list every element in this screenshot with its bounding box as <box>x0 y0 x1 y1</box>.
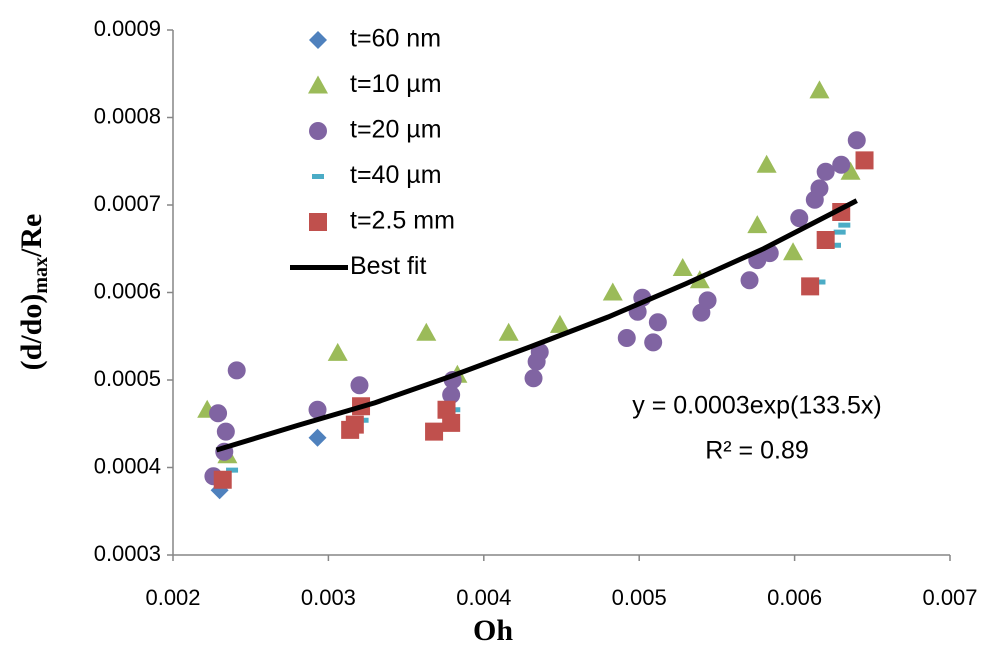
legend-swatch <box>309 213 327 231</box>
legend-label: Best fit <box>350 252 426 280</box>
point <box>783 242 804 261</box>
point <box>855 151 874 170</box>
point <box>227 361 246 380</box>
x-tick-label: 0.003 <box>301 585 356 610</box>
x-tick-label: 0.002 <box>145 585 200 610</box>
r-squared: R² = 0.89 <box>705 437 809 465</box>
fit-line <box>215 198 858 453</box>
legend-swatch <box>309 31 327 49</box>
legend-swatch <box>312 174 324 179</box>
legend-label: t=60 nm <box>350 25 441 53</box>
point <box>644 333 663 352</box>
point <box>209 404 228 423</box>
point <box>832 155 851 174</box>
point <box>345 415 364 434</box>
point <box>617 329 636 347</box>
x-axis-title: Oh <box>473 614 513 647</box>
y-title-tail: /Re <box>15 214 48 258</box>
point <box>602 282 623 301</box>
y-tick-label: 0.0007 <box>94 191 161 216</box>
point <box>442 385 461 404</box>
legend-label: t=40 µm <box>350 161 442 189</box>
y-tick-label: 0.0003 <box>94 541 161 566</box>
point <box>756 154 777 173</box>
legend-label: t=20 µm <box>350 116 442 144</box>
point <box>816 231 835 249</box>
point <box>829 242 842 248</box>
y-title-sub: max <box>30 257 52 294</box>
point <box>416 322 437 341</box>
point <box>213 470 232 489</box>
legend-swatch <box>309 122 327 140</box>
legend-label: t=10 µm <box>350 70 442 98</box>
point <box>308 428 327 447</box>
point <box>833 229 846 235</box>
point <box>549 314 570 333</box>
point <box>801 277 820 296</box>
point <box>790 209 809 228</box>
point <box>216 422 235 441</box>
point <box>847 131 866 150</box>
point <box>813 279 826 285</box>
y-tick-label: 0.0008 <box>94 103 161 128</box>
point <box>648 313 667 332</box>
point <box>698 291 717 310</box>
point <box>840 161 861 180</box>
y-title-main: (d/do) <box>15 294 48 371</box>
point <box>810 179 829 198</box>
point <box>350 376 369 395</box>
point <box>816 162 835 181</box>
point <box>327 342 348 361</box>
legend-label: t=2.5 mm <box>350 207 455 235</box>
legend-swatch <box>308 75 328 94</box>
point <box>747 215 768 234</box>
y-tick-label: 0.0006 <box>94 278 161 303</box>
point <box>308 400 327 419</box>
x-tick-label: 0.007 <box>922 585 977 610</box>
point <box>442 413 461 432</box>
x-tick-label: 0.006 <box>767 585 822 610</box>
x-tick-label: 0.004 <box>456 585 511 610</box>
point <box>838 222 851 228</box>
point <box>524 369 543 388</box>
point <box>672 258 693 276</box>
x-tick-label: 0.005 <box>612 585 667 610</box>
y-axis-title: (d/do)max/Re <box>15 214 52 371</box>
y-tick-label: 0.0004 <box>94 453 161 478</box>
y-tick-label: 0.0009 <box>94 16 161 41</box>
fit-equation: y = 0.0003exp(133.5x) <box>632 392 881 420</box>
point <box>226 467 239 473</box>
point <box>425 422 444 441</box>
y-tick-label: 0.0005 <box>94 366 161 391</box>
point <box>809 80 830 99</box>
point <box>498 322 519 341</box>
point <box>740 271 759 290</box>
